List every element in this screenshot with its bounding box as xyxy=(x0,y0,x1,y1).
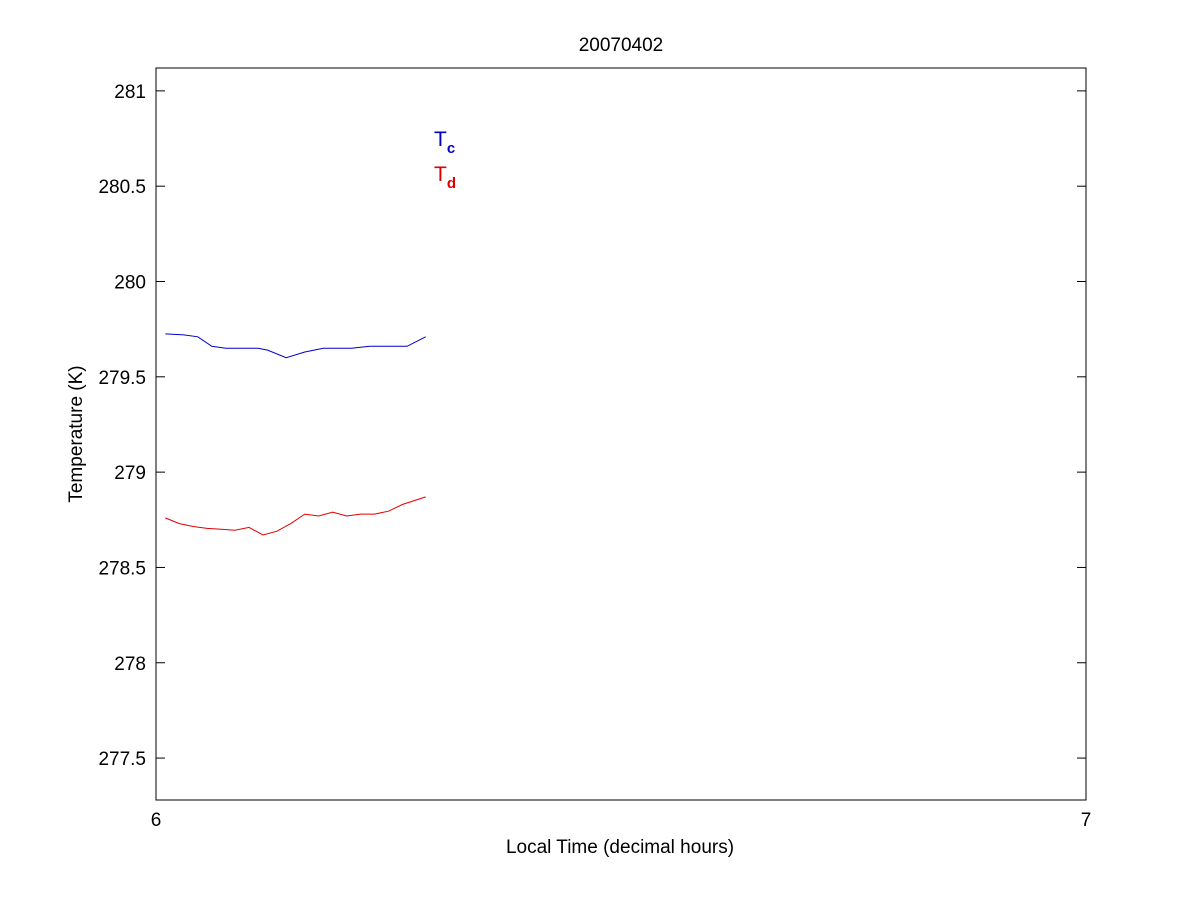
legend-entry: Td xyxy=(434,163,456,192)
series-line-1 xyxy=(165,496,426,536)
y-tick-label: 280 xyxy=(114,273,146,294)
y-tick-label: 278.5 xyxy=(98,558,146,579)
plot-area xyxy=(156,68,1086,800)
plot-frame xyxy=(155,67,1087,801)
y-tick-label: 279 xyxy=(114,463,146,484)
y-tick-label: 280.5 xyxy=(98,177,146,198)
chart-title: 20070402 xyxy=(579,35,664,56)
series-line-0 xyxy=(165,333,426,359)
x-tick-label: 7 xyxy=(1081,810,1092,831)
y-tick-label: 279.5 xyxy=(98,368,146,389)
x-axis-label: Local Time (decimal hours) xyxy=(506,837,734,858)
y-tick-label: 281 xyxy=(114,82,146,103)
legend-entry: Tc xyxy=(434,128,455,157)
legend-symbol: T xyxy=(434,128,447,151)
y-axis: 277.5 278 278.5 279 279.5 280 280.5 281 xyxy=(98,82,1086,770)
legend-subscript: d xyxy=(447,175,456,192)
legend-symbol: T xyxy=(434,163,447,186)
y-tick-label: 278 xyxy=(114,654,146,675)
x-tick-label: 6 xyxy=(151,810,162,831)
y-axis-label: Temperature (K) xyxy=(66,365,87,502)
legend-subscript: c xyxy=(447,140,455,157)
series-layer xyxy=(165,333,426,536)
y-tick-label: 277.5 xyxy=(98,749,146,770)
